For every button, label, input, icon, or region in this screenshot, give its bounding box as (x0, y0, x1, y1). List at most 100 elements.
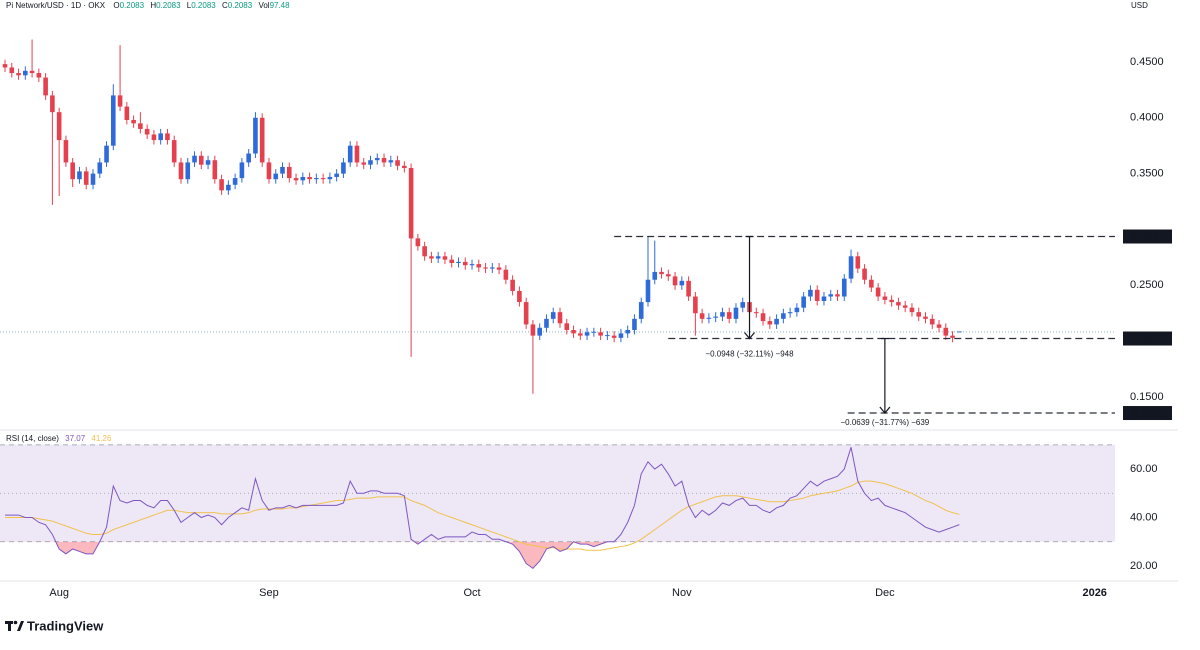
measure-arrowhead (744, 332, 755, 340)
candle-body (442, 256, 448, 260)
candle-body (632, 318, 637, 331)
brand-name: TradingView (27, 618, 104, 633)
candle-body (320, 178, 326, 180)
candle-body (151, 134, 157, 141)
candle-body (307, 176, 312, 180)
currency: USD (1131, 1, 1148, 10)
candle-body (226, 184, 231, 191)
candle-body (43, 77, 48, 96)
candle-body (571, 330, 576, 334)
candle-body (625, 330, 630, 334)
candle-body (733, 307, 739, 319)
candle-body (544, 318, 549, 328)
candle-body (476, 264, 482, 268)
x-tick-label: Dec (875, 587, 895, 599)
rsi-header: RSI (14, close) 37.07 41.26 (6, 434, 112, 443)
candle-body (740, 302, 746, 308)
candle-body (280, 166, 285, 174)
candle-body (787, 312, 793, 314)
candle-body (902, 305, 908, 308)
candle-body (564, 323, 570, 331)
candle-body (821, 296, 827, 301)
candle-body (706, 317, 712, 319)
candle-body (490, 267, 495, 269)
candle-body (699, 313, 705, 319)
candle-body (246, 153, 251, 163)
candle-body (402, 165, 407, 169)
candle-body (794, 307, 800, 313)
candle-body (462, 261, 468, 266)
level-label-box (1123, 406, 1172, 421)
x-tick-label: Oct (463, 587, 480, 599)
candle-body (435, 256, 441, 259)
candle-body (672, 276, 678, 286)
candle-body (936, 324, 942, 328)
candle-body (496, 267, 502, 270)
candle-body (90, 173, 96, 185)
candle-body (469, 264, 475, 266)
candle-body (354, 145, 360, 163)
candle-body (408, 168, 414, 239)
high-value: 0.2083 (156, 1, 181, 10)
candle-body (273, 173, 279, 180)
candle-body (347, 145, 353, 163)
rsi-title: RSI (14, close) (6, 434, 59, 443)
candle-body (422, 246, 427, 257)
x-tick-label: Sep (259, 587, 279, 599)
candle-body (889, 299, 894, 303)
candle-body (869, 279, 874, 288)
y-tick-label: 0.4500 (1130, 56, 1164, 68)
candle-body (618, 333, 624, 338)
y-tick-label: 0.4000 (1130, 112, 1164, 124)
candle-body (144, 128, 150, 135)
candle-body (578, 333, 583, 336)
candle-body (848, 256, 854, 279)
candle-body (665, 274, 671, 277)
candle-body (219, 179, 224, 191)
candle-body (517, 290, 522, 303)
candle-body (185, 162, 191, 180)
candle-body (104, 145, 109, 163)
candle-body (50, 95, 55, 113)
candle-body (510, 279, 515, 291)
candle-body (611, 335, 617, 338)
tradingview-logo: TradingView (5, 618, 104, 633)
level-label: 0.2024 (1131, 332, 1165, 344)
candle-body (835, 294, 840, 297)
rsi-oversold-fill (55, 541, 608, 569)
candle-body (205, 160, 211, 165)
candle-body (259, 117, 265, 163)
candle-body (314, 178, 319, 180)
rsi-tick-label: 20.00 (1130, 560, 1158, 572)
y-tick-label: 0.3500 (1130, 168, 1164, 180)
candle-body (138, 123, 143, 129)
candle-body (165, 133, 170, 141)
open-value: 0.2083 (120, 1, 145, 10)
rsi-ma-value: 41.26 (91, 434, 112, 443)
candle-body (192, 155, 197, 163)
candle-body (2, 64, 8, 68)
candle-body (117, 95, 123, 107)
candle-body (449, 259, 455, 263)
candle-body (395, 160, 400, 166)
candle-body (212, 160, 218, 180)
level-label-box (1123, 229, 1172, 244)
candle-body (253, 117, 258, 154)
low-letter: L (187, 1, 192, 10)
candle-body (124, 106, 130, 120)
candle-body (841, 278, 847, 297)
close-value: 0.2083 (228, 1, 253, 10)
candle-body (16, 73, 21, 76)
candle-body (720, 312, 725, 317)
candle-body (605, 335, 610, 337)
candle-body (882, 296, 888, 300)
candle-body (875, 287, 881, 297)
candle-body (726, 312, 732, 319)
candle-body (266, 162, 272, 180)
candle-body (171, 140, 177, 163)
x-tick-label: Aug (49, 587, 69, 599)
candle-body (862, 268, 867, 280)
